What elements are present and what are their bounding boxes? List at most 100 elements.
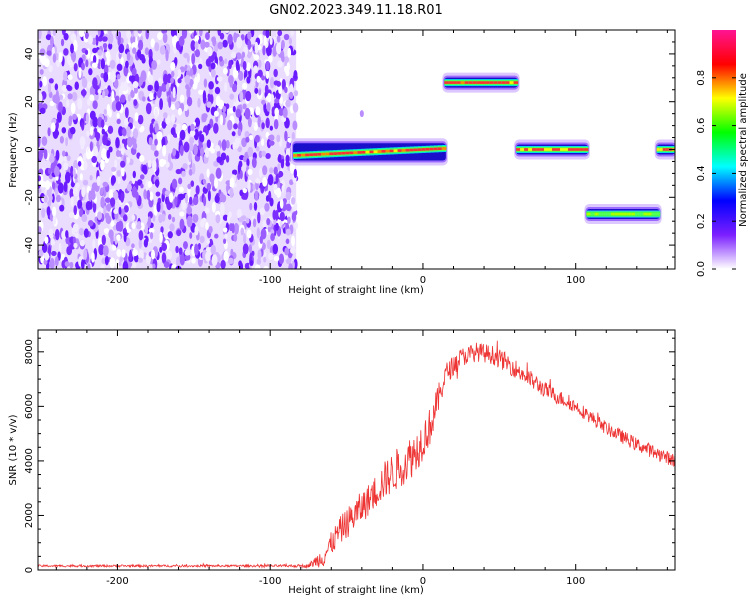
band-core (421, 148, 427, 151)
noise-speckle (119, 256, 124, 262)
noise-speckle (188, 30, 194, 34)
noise-speckle (104, 212, 110, 220)
noise-speckle (116, 73, 121, 80)
colorbar-tick-label: 0.6 (696, 118, 707, 134)
noise-speckle (203, 78, 208, 88)
noise-speckle (221, 139, 227, 151)
noise-speckle (219, 114, 224, 126)
noise-speckle (178, 35, 185, 47)
band-core (448, 81, 453, 84)
band-core (659, 148, 664, 151)
snr-plot-area (38, 340, 675, 570)
noise-speckle (97, 211, 103, 221)
noise-speckle (137, 30, 142, 34)
noise-speckle (83, 160, 88, 171)
noise-speckle (137, 39, 144, 51)
noise-speckle (277, 153, 282, 163)
snr-x-tick-label: -200 (106, 576, 129, 587)
noise-speckle (109, 59, 116, 70)
noise-speckle (86, 98, 91, 106)
noise-speckle (126, 51, 131, 61)
noise-speckle (155, 191, 161, 197)
band-core (586, 212, 591, 216)
noise-speckle (81, 186, 86, 198)
noise-speckle (179, 253, 185, 266)
noise-speckle (207, 46, 213, 57)
noise-speckle (148, 136, 153, 146)
noise-speckle (38, 30, 42, 40)
noise-speckle (220, 259, 226, 269)
noise-speckle (188, 151, 192, 163)
noise-speckle (101, 134, 108, 146)
noise-speckle (82, 179, 89, 186)
noise-speckle (104, 255, 109, 266)
noise-speckle (104, 197, 111, 203)
noise-speckle (198, 30, 203, 37)
noise-speckle (269, 125, 274, 131)
snr-y-tick-label: 4000 (24, 448, 35, 473)
snr-x-axis-label: Height of straight line (km) (288, 585, 424, 596)
noise-speckle (275, 222, 279, 231)
noise-speckle (202, 178, 207, 185)
noise-speckle (242, 187, 248, 194)
noise-speckle (177, 78, 182, 84)
noise-speckle (79, 173, 83, 181)
noise-speckle (214, 144, 221, 152)
noise-speckle (225, 140, 230, 149)
noise-speckle (167, 134, 171, 142)
noise-speckle (73, 39, 78, 52)
band-core (524, 148, 529, 151)
noise-speckle (51, 181, 56, 190)
noise-speckle (72, 168, 76, 178)
noise-speckle (141, 164, 148, 174)
noise-speckle (254, 264, 261, 269)
noise-speckle (222, 39, 228, 48)
band-core (579, 148, 585, 151)
noise-speckle (98, 244, 105, 256)
noise-speckle (253, 65, 258, 73)
noise-speckle (289, 247, 296, 254)
band-core (317, 153, 322, 156)
noise-speckle (58, 242, 62, 253)
noise-speckle (44, 236, 49, 244)
noise-speckle (225, 155, 230, 163)
noise-speckle (278, 253, 285, 265)
noise-speckle (181, 123, 188, 131)
noise-speckle (69, 126, 76, 135)
noise-speckle (81, 214, 88, 223)
noise-speckle (103, 30, 108, 35)
band-core (345, 151, 350, 155)
noise-speckle (220, 203, 225, 216)
noise-speckle (131, 67, 137, 77)
band-core (385, 149, 391, 153)
noise-speckle (152, 159, 157, 172)
noise-speckle (40, 180, 47, 188)
noise-speckle (65, 137, 69, 147)
noise-speckle (87, 35, 93, 45)
noise-speckle (269, 197, 274, 207)
noise-speckle (49, 233, 54, 239)
band-core (357, 151, 362, 154)
noise-speckle (264, 202, 270, 212)
noise-speckle (121, 138, 126, 144)
noise-speckle (80, 89, 87, 97)
band-core (583, 148, 589, 151)
noise-speckle (154, 107, 159, 119)
noise-speckle (149, 191, 154, 201)
noise-speckle (49, 100, 55, 107)
noise-speckle (50, 238, 56, 246)
noise-speckle (47, 167, 52, 175)
band-core (389, 149, 395, 153)
noise-speckle (293, 221, 298, 230)
noise-speckle (92, 116, 98, 128)
noise-speckle (154, 150, 159, 157)
noise-speckle (290, 30, 295, 37)
noise-speckle (41, 136, 48, 146)
noise-speckle (258, 167, 263, 178)
band-core (639, 212, 644, 216)
noise-speckle (144, 47, 150, 55)
noise-speckle (127, 94, 131, 102)
band-core (516, 148, 521, 151)
noise-speckle (219, 32, 225, 40)
noise-speckle (128, 75, 133, 82)
